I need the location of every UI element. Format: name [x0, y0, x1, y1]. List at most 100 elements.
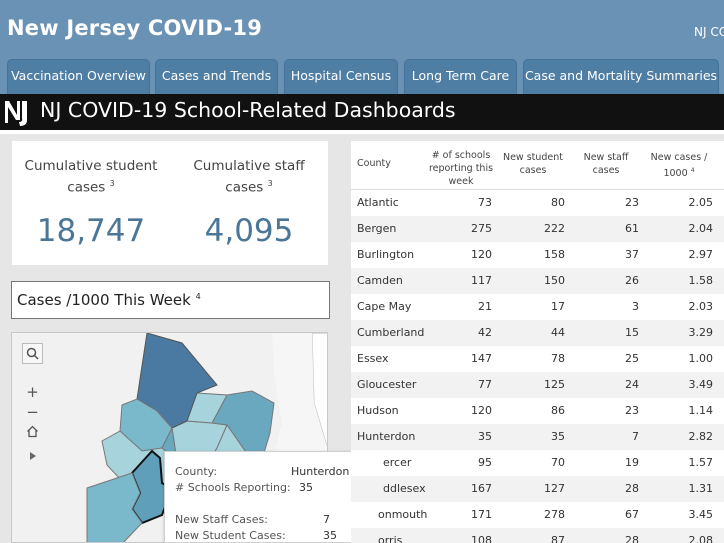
cell-student: 278 [544, 508, 565, 521]
divider [0, 130, 724, 134]
cell-county: Atlantic [357, 196, 399, 209]
cell-per1000: 2.03 [688, 300, 714, 313]
cell-per1000: 2.82 [688, 430, 714, 443]
table-row: ercer 95 70 19 1.57 [351, 450, 724, 476]
cell-county: Burlington [357, 248, 415, 261]
cell-staff: 61 [625, 222, 639, 235]
tooltip-schools-label: # Schools Reporting: [175, 481, 291, 494]
tab-bar: Vaccination Overview Cases and Trends Ho… [0, 59, 724, 94]
map-search-button[interactable] [22, 343, 43, 364]
student-cases-value: 18,747 [36, 213, 146, 249]
play-arrow-icon [29, 451, 36, 460]
cases-per-1000-title: Cases /1000 This Week 4 [17, 291, 201, 309]
search-icon [26, 347, 39, 360]
cell-student: 158 [544, 248, 565, 261]
tab-hospital-census[interactable]: Hospital Census [284, 59, 398, 94]
cell-staff: 23 [625, 196, 639, 209]
cell-student: 87 [551, 534, 565, 543]
county-table: County # of schools reporting this week Ne… [351, 141, 724, 543]
cell-county: onmouth [378, 508, 428, 521]
header-divider [351, 189, 724, 190]
cell-county: ddlesex [383, 482, 426, 495]
tab-case-and-mortality-summaries[interactable]: Case and Mortality Summaries [523, 59, 719, 94]
cell-staff: 28 [625, 534, 639, 543]
cell-staff: 3 [632, 300, 639, 313]
cell-schools: 120 [471, 404, 492, 417]
table-row: Hunterdon 35 35 7 2.82 [351, 424, 724, 450]
cell-county: Bergen [357, 222, 397, 235]
col-header-schools: # of schools reporting this week [428, 150, 494, 187]
home-icon [27, 425, 38, 438]
table-row: Atlantic 73 80 23 2.05 [351, 190, 724, 216]
table-row: Cape May 21 17 3 2.03 [351, 294, 724, 320]
col-header-county: County [357, 158, 391, 169]
map-tooltip: County: Hunterdon # Schools Reporting: 3… [164, 451, 369, 543]
cell-county: Camden [357, 274, 403, 287]
dashboard-banner: NJ COVID-19 School-Related Dashboards [0, 94, 724, 130]
staff-cases-value: 4,095 [204, 213, 294, 249]
cell-schools: 21 [478, 300, 492, 313]
cell-staff: 28 [625, 482, 639, 495]
cell-schools: 275 [471, 222, 492, 235]
cell-staff: 37 [625, 248, 639, 261]
zoom-out-button[interactable]: − [22, 401, 43, 422]
cell-student: 125 [544, 378, 565, 391]
cell-staff: 26 [625, 274, 639, 287]
kpi-panel: Cumulative student cases 3 18,747 Cumula… [12, 141, 328, 265]
cell-per1000: 2.05 [688, 196, 714, 209]
table-row: ddlesex 167 127 28 1.31 [351, 476, 724, 502]
table-row: Camden 117 150 26 1.58 [351, 268, 724, 294]
cell-per1000: 2.04 [688, 222, 714, 235]
cases-per-1000-title-box: Cases /1000 This Week 4 [11, 281, 330, 319]
staff-cases-label: Cumulative staff cases 3 [193, 158, 305, 196]
cell-per1000: 3.29 [688, 326, 714, 339]
cell-staff: 25 [625, 352, 639, 365]
zoom-in-button[interactable]: + [22, 381, 43, 402]
cell-schools: 117 [471, 274, 492, 287]
header-right-text: NJ CO [694, 25, 724, 39]
cell-schools: 42 [478, 326, 492, 339]
cell-student: 86 [551, 404, 565, 417]
cell-student: 80 [551, 196, 565, 209]
cell-schools: 108 [471, 534, 492, 543]
cell-staff: 24 [625, 378, 639, 391]
cell-staff: 15 [625, 326, 639, 339]
tooltip-county-value: Hunterdon [291, 465, 350, 478]
cell-per1000: 2.08 [688, 534, 714, 543]
cell-staff: 23 [625, 404, 639, 417]
table-row: Cumberland 42 44 15 3.29 [351, 320, 724, 346]
cell-student: 35 [551, 430, 565, 443]
cell-schools: 171 [471, 508, 492, 521]
col-header-per1000: New cases /1000 4 [650, 152, 708, 180]
tooltip-student-label: New Student Cases: [175, 529, 286, 542]
cell-per1000: 1.57 [688, 456, 714, 469]
cell-county: orris [378, 534, 403, 543]
table-row: Essex 147 78 25 1.00 [351, 346, 724, 372]
app-header: New Jersey COVID-19 NJ CO Vaccination Ov… [0, 0, 724, 94]
cell-student: 127 [544, 482, 565, 495]
cell-county: Hudson [357, 404, 399, 417]
cell-per1000: 3.49 [688, 378, 714, 391]
table-row: Burlington 120 158 37 2.97 [351, 242, 724, 268]
tooltip-staff-value: 7 [323, 513, 330, 526]
cell-schools: 35 [478, 430, 492, 443]
tab-long-term-care[interactable]: Long Term Care [404, 59, 517, 94]
cell-student: 78 [551, 352, 565, 365]
cell-schools: 167 [471, 482, 492, 495]
pan-menu-button[interactable] [22, 445, 43, 466]
cell-county: Cape May [357, 300, 412, 313]
tab-cases-and-trends[interactable]: Cases and Trends [155, 59, 278, 94]
cell-county: Cumberland [357, 326, 425, 339]
cell-staff: 7 [632, 430, 639, 443]
cell-student: 222 [544, 222, 565, 235]
app-title: New Jersey COVID-19 [7, 16, 263, 40]
tab-vaccination-overview[interactable]: Vaccination Overview [7, 59, 150, 94]
table-row: Bergen 275 222 61 2.04 [351, 216, 724, 242]
tooltip-schools-value: 35 [299, 481, 313, 494]
cell-staff: 19 [625, 456, 639, 469]
cell-county: ercer [383, 456, 412, 469]
cell-schools: 120 [471, 248, 492, 261]
col-header-student: New student cases [502, 152, 564, 176]
home-button[interactable] [22, 421, 43, 442]
cell-schools: 77 [478, 378, 492, 391]
